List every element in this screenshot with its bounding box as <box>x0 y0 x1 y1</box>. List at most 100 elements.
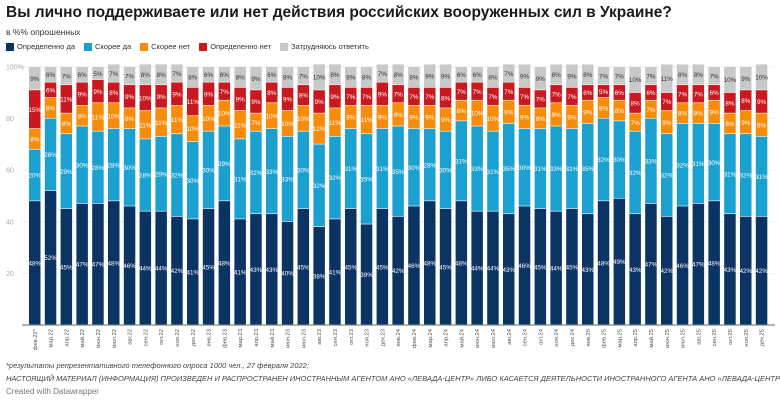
bar-segment <box>582 85 594 100</box>
data-label: 8% <box>583 72 593 79</box>
data-label: 7% <box>710 73 720 80</box>
bar-segment <box>439 131 452 209</box>
data-label: 31% <box>234 177 247 184</box>
legend-label: Определенно да <box>17 42 76 51</box>
bar-segment <box>234 219 246 325</box>
data-label: 43% <box>265 267 278 274</box>
bar-segment <box>360 224 373 325</box>
data-label: 9% <box>204 91 214 98</box>
bar-segment <box>155 64 167 85</box>
bar-segment <box>234 139 246 219</box>
bar-segment <box>155 85 167 108</box>
data-label: 48% <box>218 260 231 267</box>
bar-segment <box>708 123 720 201</box>
x-tick-label: авг.24 <box>507 328 513 345</box>
data-label: 7% <box>646 73 656 80</box>
data-label: 46% <box>518 263 531 270</box>
data-label: 9% <box>330 94 340 101</box>
bar-segment <box>597 67 610 85</box>
bar-segment <box>613 198 626 325</box>
data-label: 33% <box>281 177 294 184</box>
bar-segment <box>345 67 357 88</box>
data-label: 7% <box>62 73 72 80</box>
data-label: 7% <box>409 94 419 101</box>
bar-segment <box>76 82 88 106</box>
data-label: 8% <box>725 121 735 128</box>
data-label: 31% <box>487 169 500 176</box>
bar-segment <box>250 113 262 131</box>
data-label: 52% <box>44 255 57 262</box>
data-label: 11% <box>139 122 152 129</box>
chart-subtitle: в %% опрошенных <box>6 27 81 37</box>
x-tick-label: апр.22 <box>64 329 70 347</box>
data-label: 30% <box>202 168 215 175</box>
data-label: 31% <box>692 161 705 168</box>
data-label: 6% <box>457 72 467 79</box>
data-label: 31% <box>755 174 768 181</box>
data-label: 44% <box>139 266 152 273</box>
bar-segment <box>661 134 673 217</box>
bar-segment <box>329 64 341 85</box>
bar-segment <box>360 134 373 224</box>
bar-segment <box>740 134 752 217</box>
bar-segment <box>76 105 88 126</box>
data-label: 28% <box>92 165 105 172</box>
data-label: 8% <box>536 116 546 123</box>
bar-segment <box>661 216 673 325</box>
bar-segment <box>29 90 41 129</box>
data-label: 9% <box>346 115 356 122</box>
bar-segment <box>297 67 310 85</box>
data-label: 9% <box>536 76 546 83</box>
legend-swatch <box>6 42 14 51</box>
data-label: 42% <box>171 268 184 275</box>
data-label: 9% <box>520 115 530 122</box>
bar-segment <box>424 64 436 88</box>
data-label: 43% <box>629 267 642 274</box>
data-label: 44% <box>155 266 168 273</box>
bar-segment <box>661 110 673 134</box>
bar-segment <box>376 64 389 82</box>
data-label: 7% <box>552 91 562 98</box>
bar-segment <box>487 67 499 88</box>
data-label: 9% <box>394 112 404 119</box>
data-label: 10% <box>629 77 642 84</box>
bar-segment <box>250 131 262 214</box>
bar-segment <box>645 118 657 204</box>
data-label: 9% <box>741 76 751 83</box>
bar-segment <box>345 105 357 129</box>
bar-segment <box>108 201 120 325</box>
data-label: 30% <box>518 165 531 172</box>
data-label: 42% <box>755 268 768 275</box>
data-label: 8% <box>741 98 751 105</box>
bar-segment <box>281 221 294 325</box>
data-label: 45% <box>534 264 547 271</box>
data-label: 7% <box>425 94 435 101</box>
bar-segment <box>29 67 41 90</box>
bar-segment <box>534 128 547 209</box>
data-label: 9% <box>251 99 261 106</box>
y-tick-label: 80 <box>6 116 14 123</box>
data-label: 7% <box>646 107 656 114</box>
bar-segment <box>329 85 341 108</box>
data-label: 9% <box>425 115 435 122</box>
data-label: 11% <box>155 120 168 127</box>
data-label: 7% <box>678 91 688 98</box>
data-label: 7% <box>172 71 182 78</box>
credit: Created with Datawrapper <box>6 387 99 396</box>
bar-segment <box>108 82 120 103</box>
data-label: 46% <box>123 263 136 270</box>
data-label: 8% <box>441 95 451 102</box>
data-label: 8% <box>678 111 688 118</box>
data-label: 8% <box>299 93 309 100</box>
data-label: 9% <box>425 73 435 80</box>
y-tick-label: 100% <box>6 65 24 72</box>
bar-segment <box>424 128 436 201</box>
data-label: 6% <box>46 72 56 79</box>
bar-segment <box>392 85 404 103</box>
bar-segment <box>187 219 199 325</box>
bar-segment <box>740 67 752 90</box>
data-label: 7% <box>125 73 135 80</box>
legend-label: Скорее да <box>95 42 132 51</box>
bar-segment <box>550 103 562 126</box>
bar-segment <box>60 113 73 134</box>
